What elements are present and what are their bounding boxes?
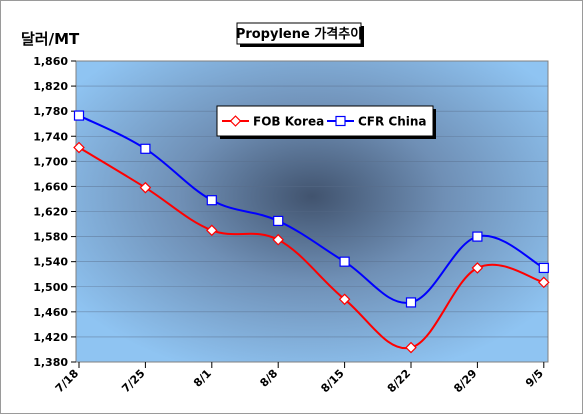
- data-point: [272, 233, 284, 246]
- data-point: [273, 215, 284, 227]
- legend: FOB Korea CFR China: [216, 105, 436, 139]
- y-axis-label: 달러/MT: [21, 30, 80, 48]
- y-tick-label: 1,820: [33, 80, 68, 93]
- chart-title-box: Propylene 가격추이: [236, 22, 364, 47]
- data-point: [472, 231, 483, 242]
- y-tick-label: 1,780: [33, 105, 68, 118]
- data-point: [339, 256, 350, 267]
- y-tick-label: 1,700: [33, 155, 68, 168]
- y-tick-label: 1,580: [33, 231, 68, 244]
- x-tick-label: 8/8: [257, 367, 280, 390]
- data-point: [538, 262, 549, 274]
- x-axis: 7/18 7/25 8/1 8/8 8/15 8/22 8/29 9/5: [53, 362, 546, 395]
- y-tick-label: 1,380: [33, 356, 68, 369]
- data-point: [338, 293, 351, 306]
- y-tick-label: 1,460: [33, 306, 68, 319]
- legend-marker: [229, 115, 242, 127]
- x-tick-label: 8/15: [318, 367, 346, 395]
- y-tick-label: 1,540: [33, 256, 68, 269]
- legend-label: CFR China: [358, 115, 427, 129]
- data-point: [471, 262, 484, 274]
- y-tick-label: 1,620: [33, 206, 68, 219]
- series-markers: [73, 110, 550, 354]
- data-point: [73, 141, 85, 154]
- legend-marker: [335, 115, 346, 127]
- x-tick-label: 9/5: [523, 367, 546, 390]
- data-point: [206, 195, 217, 206]
- data-point: [538, 276, 550, 289]
- data-point: [405, 341, 417, 354]
- data-point: [140, 143, 151, 154]
- legend-label: FOB Korea: [253, 115, 324, 129]
- y-tick-label: 1,500: [33, 281, 68, 294]
- data-point: [206, 224, 218, 237]
- y-tick-label: 1,740: [33, 130, 68, 143]
- y-tick-label: 1,660: [33, 180, 68, 193]
- data-point: [73, 110, 85, 121]
- data-point: [139, 181, 152, 194]
- x-tick-label: 7/18: [53, 367, 81, 395]
- y-axis: 1,380 1,420 1,460 1,500 1,540 1,580 1,620 1,660…: [33, 55, 76, 369]
- series-line-0: [78, 146, 545, 350]
- x-tick-label: 8/29: [451, 367, 479, 395]
- x-tick-label: 8/22: [385, 367, 413, 395]
- x-tick-label: 8/1: [191, 367, 214, 390]
- chart-title: Propylene 가격추이: [236, 26, 362, 42]
- x-tick-label: 7/25: [119, 367, 147, 395]
- data-point: [405, 297, 417, 308]
- y-tick-label: 1,420: [33, 331, 68, 344]
- y-tick-label: 1,860: [33, 55, 68, 68]
